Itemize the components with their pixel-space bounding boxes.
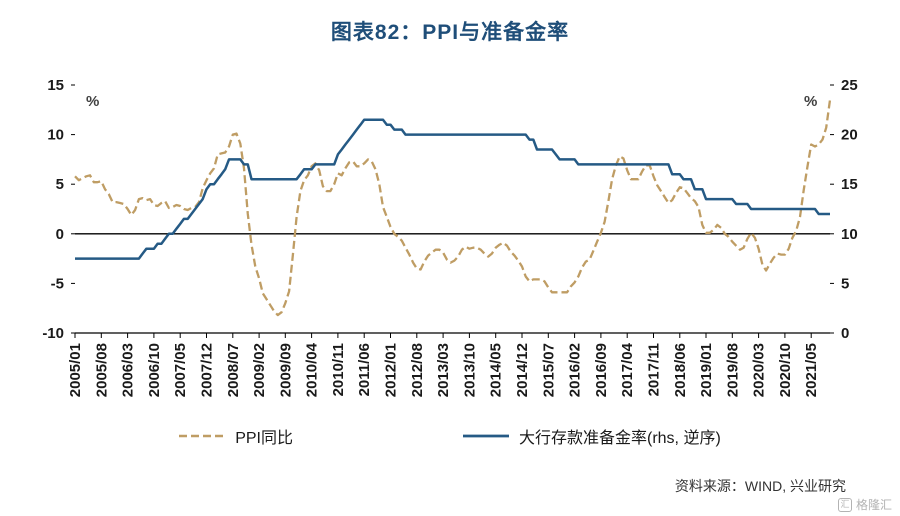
- x-axis-tick-label: 2012/01: [383, 343, 400, 397]
- right-axis-tick-label: 5: [841, 275, 849, 292]
- x-axis-tick-label: 2006/03: [120, 343, 137, 397]
- x-axis-tick-label: 2013/03: [435, 343, 452, 397]
- right-axis-tick-label: 0: [841, 325, 849, 342]
- left-axis-tick-label: 10: [47, 127, 64, 144]
- legend-item-rrr: 大行存款准备金率(rhs, 逆序): [463, 424, 721, 448]
- left-axis-unit-label: %: [86, 93, 99, 110]
- x-axis-tick-label: 2020/03: [751, 343, 768, 397]
- left-axis-tick-label: -5: [51, 275, 64, 292]
- x-axis-tick-label: 2021/05: [803, 343, 820, 397]
- right-axis-tick-label: 25: [841, 77, 858, 94]
- x-axis-tick-label: 2017/11: [646, 343, 663, 396]
- left-axis-tick-label: 0: [56, 226, 64, 243]
- x-axis-tick-label: 2016/09: [593, 343, 610, 397]
- x-axis-tick-label: 2012/08: [409, 343, 426, 397]
- x-axis-tick-label: 2014/05: [488, 343, 505, 397]
- x-axis-tick-label: 2010/04: [304, 342, 321, 397]
- x-axis-tick-label: 2006/10: [146, 343, 163, 397]
- legend: PPI同比 大行存款准备金率(rhs, 逆序): [0, 424, 900, 448]
- ppi-line: [74, 99, 832, 317]
- rrr-solid-line-swatch: [463, 434, 509, 438]
- watermark-text: 格隆汇: [855, 498, 892, 512]
- x-axis-tick-label: 2018/06: [672, 343, 689, 397]
- rrr-line: [75, 118, 830, 260]
- x-axis-tick-label: 2019/08: [724, 343, 741, 397]
- right-axis-tick-label: 20: [841, 127, 858, 144]
- x-axis-tick-label: 2014/12: [514, 343, 531, 397]
- chart-title: 图表82：PPI与准备金率: [330, 21, 570, 44]
- left-axis-tick-label: 15: [47, 77, 64, 94]
- x-axis-tick-label: 2009/09: [277, 343, 294, 397]
- x-axis-tick-label: 2015/07: [540, 343, 557, 397]
- x-axis-tick-label: 2007/05: [172, 343, 189, 397]
- x-axis-tick-label: 2010/11: [330, 343, 347, 396]
- x-axis-tick-label: 2019/01: [698, 343, 715, 397]
- right-axis-tick-label: 10: [841, 226, 858, 243]
- x-axis-tick-label: 2020/10: [777, 343, 794, 397]
- watermark-icon: 汇: [837, 497, 852, 512]
- series-layer: [74, 99, 832, 317]
- x-axis-tick-label: 2008/07: [225, 343, 242, 397]
- x-axis-tick-label: 2005/01: [67, 343, 84, 397]
- x-axis-tick-label: 2005/08: [93, 343, 110, 397]
- legend-label-rrr: 大行存款准备金率(rhs, 逆序): [519, 430, 721, 447]
- left-axis-tick-label: -10: [42, 325, 64, 342]
- source-text: 资料来源：WIND, 兴业研究: [674, 478, 846, 494]
- x-axis-tick-label: 2016/02: [567, 343, 584, 397]
- legend-item-ppi: PPI同比: [179, 424, 293, 448]
- x-axis-tick-label: 2011/06: [356, 343, 373, 396]
- axes-layer: 15 10 5 0 -5 -10 25 20 15 10 5 0% % 2005/01 2005/08 200…: [42, 77, 857, 397]
- x-axis-tick-label: 2013/10: [461, 343, 478, 397]
- x-axis-tick-label: 2007/12: [199, 343, 216, 397]
- legend-label-ppi: PPI同比: [235, 430, 293, 447]
- right-axis-unit-label: %: [804, 93, 817, 110]
- left-axis-tick-label: 5: [56, 176, 64, 193]
- right-axis-tick-label: 15: [841, 176, 858, 193]
- x-axis-tick-label: 2009/02: [251, 343, 268, 397]
- watermark-logo: 汇 格隆汇: [837, 496, 892, 513]
- ppi-dashed-line-swatch: [179, 434, 226, 438]
- x-axis-tick-label: 2017/04: [619, 342, 636, 397]
